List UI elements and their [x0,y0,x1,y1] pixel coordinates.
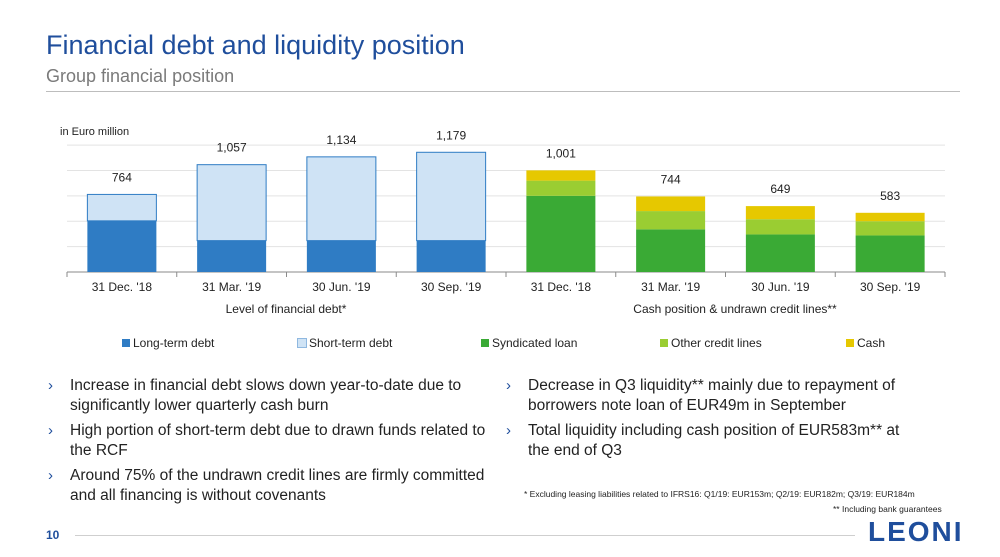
bar-segment-cash [526,170,596,181]
bullet-list-left: › Increase in financial debt slows down … [46,376,486,511]
footnote-guarantees: ** Including bank guarantees [833,504,942,514]
bar-segment-syndicated-loan [855,235,925,272]
legend-swatch [660,339,668,347]
bar-segment-short-term-debt [196,164,267,242]
bar-segment-cash [636,196,706,212]
legend-item-cash: Cash [846,336,885,350]
page-title: Financial debt and liquidity position [46,30,465,60]
bar-segment-long-term-debt [197,240,267,272]
legend-label: Syndicated loan [492,336,578,350]
bullet-item: › High portion of short-term debt due to… [46,421,486,460]
bullet-text: Around 75% of the undrawn credit lines a… [70,467,485,504]
x-tick-label: 30 Sep. '19 [860,280,921,294]
bar-total-label: 744 [661,172,681,186]
bar-segment-syndicated-loan [745,234,815,272]
bullet-item: › Around 75% of the undrawn credit lines… [46,466,486,505]
chevron-right-icon: › [506,422,511,439]
chevron-right-icon: › [48,422,53,439]
x-tick-label: 30 Sep. '19 [421,280,482,294]
bullet-text: High portion of short-term debt due to d… [70,422,486,459]
legend-label: Other credit lines [671,336,762,350]
x-tick-label: 31 Mar. '19 [641,280,700,294]
bullet-text: Decrease in Q3 liquidity** mainly due to… [528,377,896,414]
bar-segment-syndicated-loan [526,195,596,272]
bullet-item: › Decrease in Q3 liquidity** mainly due … [504,376,914,415]
legend-item-other-credit-lines: Other credit lines [660,336,762,350]
legend-swatch [297,338,307,348]
chevron-right-icon: › [48,467,53,484]
bullet-text: Total liquidity including cash position … [528,422,900,459]
bullet-text: Increase in financial debt slows down ye… [70,377,462,414]
bar-segment-long-term-debt [306,240,376,272]
bar-segment-other-credit-lines [636,211,706,230]
legend-label: Short-term debt [309,336,393,350]
bar-total-label: 1,179 [436,128,466,142]
bar-segment-long-term-debt [87,220,157,272]
x-tick-label: 31 Mar. '19 [202,280,261,294]
legend-item-short-term-debt: Short-term debt [297,336,393,350]
bar-segment-cash [745,206,815,220]
bar-total-label: 1,057 [217,141,247,155]
page-number: 10 [46,528,60,542]
legend-label: Long-term debt [133,336,215,350]
chart-group-label-debt: Level of financial debt* [225,302,347,316]
bar-total-label: 764 [112,170,132,184]
chevron-right-icon: › [506,377,511,394]
bar-segment-short-term-debt [86,193,157,222]
page-subtitle: Group financial position [46,66,235,86]
company-logo: LEONI [868,516,964,547]
footnote-leasing: * Excluding leasing liabilities related … [524,489,915,499]
bullet-item: › Increase in financial debt slows down … [46,376,486,415]
legend-item-syndicated-loan: Syndicated loan [481,336,577,350]
x-tick-label: 31 Dec. '18 [92,280,153,294]
legend-label: Cash [857,336,886,350]
bar-total-label: 649 [770,182,790,196]
bar-segment-other-credit-lines [526,180,596,196]
bar-segment-other-credit-lines [855,221,925,236]
footer-divider [75,535,855,536]
bar-segment-long-term-debt [416,240,486,272]
bar-segment-short-term-debt [416,151,487,242]
chart-group-label-liquidity: Cash position & undrawn credit lines** [633,302,837,316]
legend-item-long-term-debt: Long-term debt [122,336,214,350]
chart-unit-label: in Euro million [60,126,130,138]
bullet-item: › Total liquidity including cash positio… [504,421,914,460]
bar-total-label: 583 [880,189,900,203]
header-divider [46,91,960,92]
legend-swatch [846,339,854,347]
bullet-list-right: › Decrease in Q3 liquidity** mainly due … [504,376,914,466]
bar-total-label: 1,001 [546,146,576,160]
x-tick-label: 30 Jun. '19 [751,280,810,294]
x-tick-label: 30 Jun. '19 [312,280,371,294]
bar-segment-syndicated-loan [636,229,706,272]
chevron-right-icon: › [48,377,53,394]
financial-chart: 764 31 Dec. '18 1,057 31 Mar. '19 1,134 30 Ju… [66,128,946,294]
legend-swatch [122,339,130,347]
bar-segment-other-credit-lines [745,219,815,235]
x-tick-label: 31 Dec. '18 [531,280,592,294]
bar-segment-cash [855,212,925,222]
bar-total-label: 1,134 [326,133,356,147]
bar-segment-short-term-debt [306,156,377,242]
legend-swatch [481,339,489,347]
